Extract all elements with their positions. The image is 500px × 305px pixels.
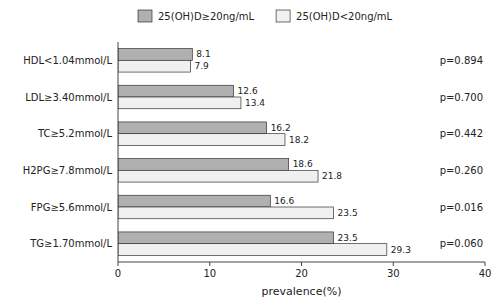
- data-label: 16.2: [271, 123, 291, 133]
- y-tick-label: FPG≥5.6mmol/L: [31, 202, 113, 213]
- data-label: 13.4: [245, 98, 265, 108]
- x-tick: [485, 262, 486, 266]
- data-label: 23.5: [338, 208, 358, 218]
- chart: 23.5 16.6 18.6 16.2 12.6 8.1 29.3 23.5 21.8 18.2 1…: [0, 0, 500, 305]
- x-tick-label: 0: [115, 268, 121, 279]
- annotation: p=0.060: [440, 238, 483, 249]
- bar: [118, 232, 334, 244]
- x-tick-label: 10: [203, 268, 216, 279]
- x-tick: [301, 262, 302, 266]
- data-label: 12.6: [238, 86, 258, 96]
- data-label: 8.1: [196, 49, 210, 59]
- y-tick-label: TG≥1.70mmol/L: [29, 238, 112, 249]
- data-label: 18.6: [293, 159, 313, 169]
- data-label: 23.5: [338, 233, 358, 243]
- data-labels: 23.5 16.6 18.6 16.2 12.6 8.1 29.3 23.5 21.8 18.2 1…: [194, 49, 410, 254]
- bar: [118, 244, 387, 256]
- bar: [118, 60, 190, 72]
- bar: [118, 97, 241, 109]
- data-label: 16.6: [274, 196, 294, 206]
- annotation: p=0.260: [440, 165, 483, 176]
- legend-swatch: [138, 10, 152, 22]
- legend-swatch: [276, 10, 290, 22]
- annotation: p=0.700: [440, 92, 483, 103]
- x-tick: [393, 262, 394, 266]
- bar: [118, 49, 192, 61]
- x-tick-label: 40: [479, 268, 492, 279]
- bar: [118, 159, 289, 171]
- data-label: 7.9: [194, 61, 209, 71]
- annotation: p=0.442: [440, 128, 483, 139]
- x-tick: [118, 262, 119, 266]
- bar: [118, 195, 270, 207]
- data-label: 29.3: [391, 245, 411, 255]
- x-tick: [209, 262, 210, 266]
- data-label: 18.2: [289, 135, 309, 145]
- y-tick-label: LDL≥3.40mmol/L: [25, 92, 112, 103]
- annotation: p=0.016: [440, 202, 483, 213]
- x-axis-label: prevalence(%): [262, 285, 342, 298]
- bars: [118, 49, 387, 256]
- y-tick-label: TC≥5.2mmol/L: [37, 128, 113, 139]
- data-label: 21.8: [322, 171, 342, 181]
- x-tick-label: 30: [387, 268, 400, 279]
- annotation: p=0.894: [440, 55, 483, 66]
- legend-label: 25(OH)D<20ng/mL: [296, 11, 393, 22]
- bar: [118, 207, 334, 219]
- legend: 25(OH)D≥20ng/mL 25(OH)D<20ng/mL: [138, 10, 393, 22]
- x-tick-label: 20: [295, 268, 308, 279]
- bar: [118, 85, 234, 97]
- bar: [118, 134, 285, 146]
- bar: [118, 122, 267, 134]
- bar: [118, 170, 318, 182]
- legend-label: 25(OH)D≥20ng/mL: [158, 11, 255, 22]
- y-tick-label: HDL<1.04mmol/L: [23, 55, 112, 66]
- y-axis-line: [118, 42, 119, 262]
- y-tick-label: H2PG≥7.8mmol/L: [23, 165, 113, 176]
